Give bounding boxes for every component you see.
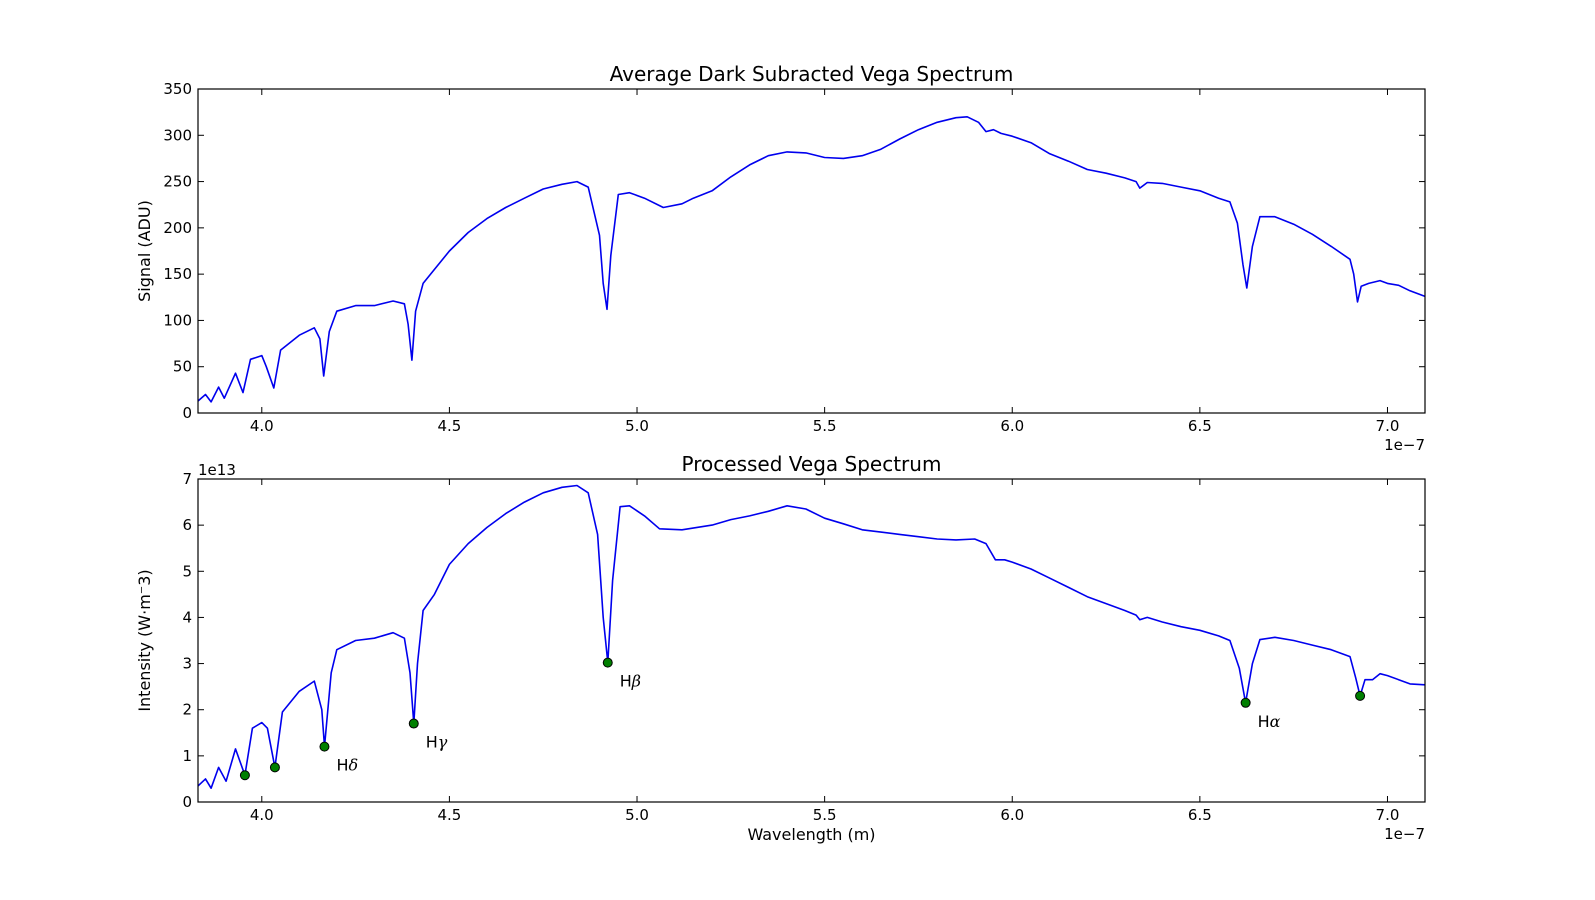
x-tick-label: 4.5 bbox=[437, 417, 461, 435]
data-point-marker bbox=[1355, 690, 1366, 701]
y-axis-label: Intensity (W·m⁻3) bbox=[135, 569, 154, 711]
y-tick-label: 6 bbox=[182, 516, 192, 534]
data-point-marker bbox=[319, 741, 330, 752]
x-axis-ticks: 4.0 4.5 5.0 5.5 6.0 6.5 7.0 bbox=[250, 479, 1400, 824]
x-tick-label: 7.0 bbox=[1376, 806, 1400, 824]
y-axis-ticks: 0 1 2 3 4 5 6 7 bbox=[182, 470, 1425, 811]
y-tick-label: 200 bbox=[163, 219, 192, 237]
x-tick-label: 5.5 bbox=[813, 806, 837, 824]
series-layer bbox=[197, 116, 1426, 403]
y-tick-label: 300 bbox=[163, 126, 192, 144]
y-axis-ticks: 0 50 100 150 200 250 300 350 bbox=[163, 80, 1425, 422]
series-line bbox=[197, 116, 1426, 403]
series-line bbox=[197, 484, 1426, 789]
x-tick-label: 4.5 bbox=[437, 806, 461, 824]
x-tick-label: 6.0 bbox=[1000, 417, 1024, 435]
x-axis-offset-label: 1e−7 bbox=[1384, 436, 1425, 454]
x-tick-label: 6.0 bbox=[1000, 806, 1024, 824]
y-tick-label: 0 bbox=[182, 404, 192, 422]
x-axis-offset-label: 1e−7 bbox=[1384, 825, 1425, 843]
y-tick-label: 150 bbox=[163, 265, 192, 283]
y-axis-offset-label: 1e13 bbox=[198, 461, 236, 479]
y-tick-label: 350 bbox=[163, 80, 192, 98]
x-tick-label: 6.5 bbox=[1188, 806, 1212, 824]
marker-layer bbox=[239, 657, 1366, 781]
x-tick-label: 4.0 bbox=[250, 417, 274, 435]
y-tick-label: 100 bbox=[163, 311, 192, 329]
y-tick-label: 2 bbox=[182, 701, 192, 719]
plot-frame bbox=[197, 478, 1426, 803]
x-tick-label: 5.5 bbox=[813, 417, 837, 435]
y-tick-label: 50 bbox=[173, 358, 192, 376]
y-tick-label: 250 bbox=[163, 173, 192, 191]
x-tick-label: 5.0 bbox=[625, 417, 649, 435]
chart-title: Average Dark Subracted Vega Spectrum bbox=[610, 62, 1014, 86]
series-layer bbox=[197, 484, 1426, 789]
data-point-marker bbox=[239, 770, 250, 781]
chart-title: Processed Vega Spectrum bbox=[682, 452, 942, 476]
x-tick-label: 7.0 bbox=[1376, 417, 1400, 435]
dark-subtracted-spectrum-chart: Average Dark Subracted Vega Spectrum Sig… bbox=[135, 62, 1426, 454]
y-tick-label: 1 bbox=[182, 747, 192, 765]
annotation-layer: Hδ Hγ Hβ Hα bbox=[336, 672, 1280, 775]
data-point-marker bbox=[602, 657, 613, 668]
data-point-marker bbox=[408, 718, 419, 729]
x-tick-label: 4.0 bbox=[250, 806, 274, 824]
plot-frame bbox=[197, 88, 1426, 414]
data-point-marker bbox=[1240, 697, 1251, 708]
x-tick-label: 5.0 bbox=[625, 806, 649, 824]
y-tick-label: 7 bbox=[182, 470, 192, 488]
y-tick-label: 0 bbox=[182, 793, 192, 811]
y-tick-label: 3 bbox=[182, 655, 192, 673]
x-axis-ticks: 4.0 4.5 5.0 5.5 6.0 6.5 7.0 bbox=[250, 89, 1400, 435]
y-tick-label: 4 bbox=[182, 608, 192, 626]
data-point-marker bbox=[269, 762, 280, 773]
line-annotation: Hα bbox=[1258, 712, 1281, 731]
y-tick-label: 5 bbox=[182, 562, 192, 580]
x-axis-label: Wavelength (m) bbox=[747, 825, 875, 844]
x-tick-label: 6.5 bbox=[1188, 417, 1212, 435]
processed-spectrum-chart: Processed Vega Spectrum Intensity (W·m⁻3… bbox=[135, 452, 1426, 844]
line-annotation: Hδ bbox=[336, 756, 358, 775]
line-annotation: Hγ bbox=[426, 733, 448, 752]
line-annotation: Hβ bbox=[620, 672, 641, 691]
y-axis-label: Signal (ADU) bbox=[135, 200, 154, 302]
